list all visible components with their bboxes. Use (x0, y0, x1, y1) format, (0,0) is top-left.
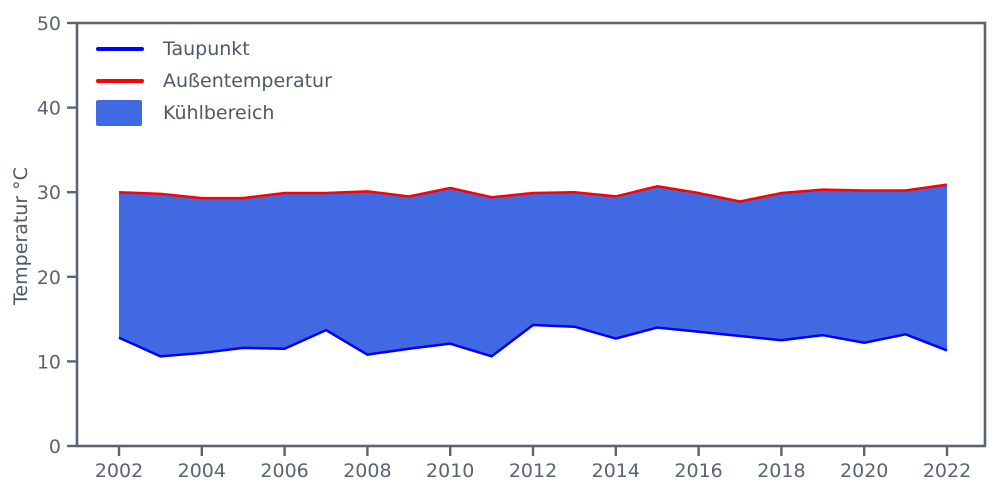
kuehlbereich-patch-swatch (96, 100, 142, 126)
y-tick-label: 50 (37, 13, 61, 35)
taupunkt-line-swatch (96, 47, 144, 51)
legend-label-taupunkt: Taupunkt (163, 38, 250, 60)
axis-frame (75, 21, 987, 448)
y-tick-label: 30 (37, 182, 61, 204)
y-tick-label: 20 (37, 267, 61, 289)
legend: Taupunkt Außentemperatur Kühlbereich (96, 36, 332, 126)
legend-item-kuehlbereich: Kühlbereich (96, 100, 332, 126)
x-tick-label: 2008 (343, 460, 391, 482)
legend-label-kuehlbereich: Kühlbereich (163, 102, 275, 124)
aussentemperatur-line-swatch (96, 79, 144, 83)
y-tick-label: 10 (37, 351, 61, 373)
legend-label-aussentemperatur: Außentemperatur (163, 70, 332, 92)
x-tick-label: 2018 (757, 460, 805, 482)
kuehlbereich-area-fill (119, 184, 947, 357)
legend-item-aussentemperatur: Außentemperatur (96, 68, 332, 94)
x-tick-label: 2020 (840, 460, 888, 482)
x-tick-label: 2006 (260, 460, 308, 482)
y-axis-label: Temperatur °C (10, 167, 32, 305)
taupunkt-line (118, 323, 948, 358)
x-tick-label: 2022 (923, 460, 971, 482)
x-tick-label: 2004 (178, 460, 226, 482)
x-tick-label: 2002 (95, 460, 143, 482)
x-tick-label: 2014 (592, 460, 640, 482)
x-tick-label: 2016 (674, 460, 722, 482)
aussentemperatur-line (118, 183, 948, 203)
y-tick-label: 40 (37, 98, 61, 120)
x-tick-label: 2010 (426, 460, 474, 482)
y-tick-label: 0 (49, 436, 61, 458)
legend-item-taupunkt: Taupunkt (96, 36, 332, 62)
x-tick-label: 2012 (509, 460, 557, 482)
